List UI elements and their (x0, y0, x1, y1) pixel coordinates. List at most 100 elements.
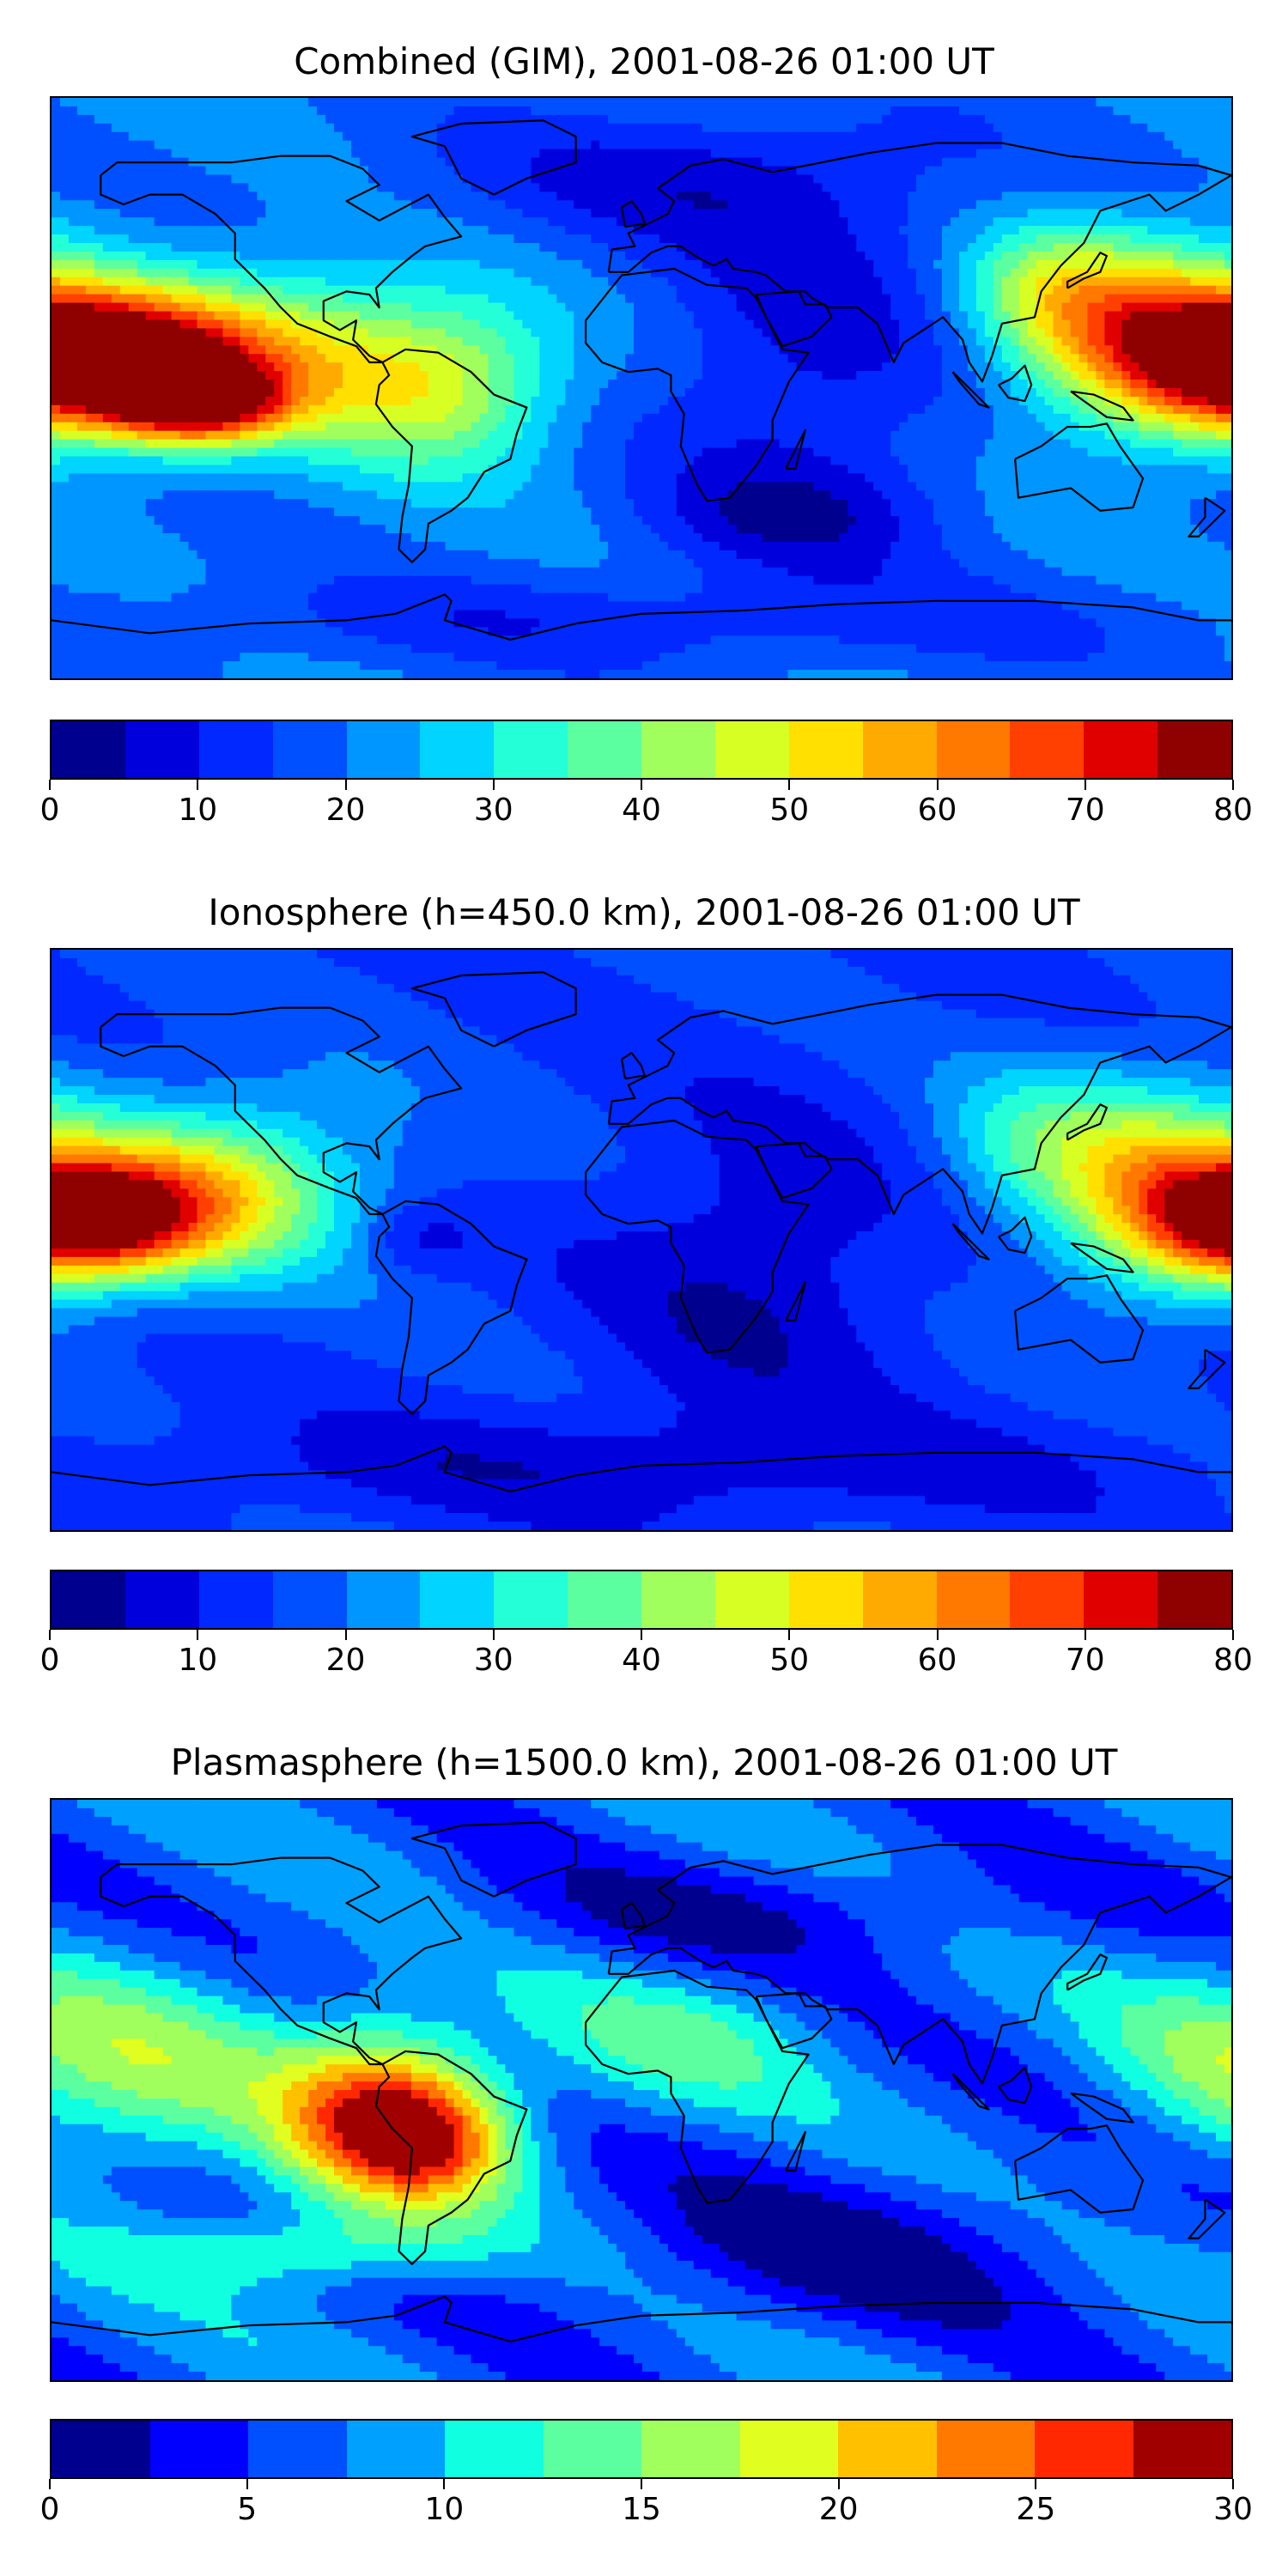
field-cell (308, 337, 318, 346)
field-cell (599, 354, 609, 363)
field-cell (188, 191, 198, 201)
field-cell (1061, 302, 1072, 313)
field-cell (59, 114, 70, 125)
field-cell (419, 345, 429, 355)
field-cell (719, 388, 729, 398)
field-cell (719, 371, 729, 380)
field-cell (274, 149, 283, 159)
field-cell (505, 380, 515, 389)
field-cell (1164, 268, 1174, 278)
field-cell (762, 354, 772, 363)
field-cell (111, 259, 121, 270)
field-cell (805, 98, 815, 107)
field-cell (119, 388, 130, 398)
field-cell (770, 226, 781, 235)
field-cell (68, 114, 78, 125)
field-cell (453, 311, 464, 321)
field-cell (162, 345, 173, 355)
field-cell (385, 183, 395, 192)
field-cell (1070, 268, 1080, 278)
field-cell (222, 183, 232, 192)
field-cell (479, 396, 489, 406)
field-cell (1147, 294, 1157, 304)
field-cell (984, 157, 994, 167)
field-cell (85, 183, 95, 192)
field-cell (385, 191, 395, 201)
field-cell (1087, 131, 1097, 142)
field-cell (52, 328, 61, 337)
field-cell (265, 362, 275, 372)
field-cell (162, 328, 173, 337)
field-cell (1199, 396, 1208, 406)
field-cell (59, 191, 70, 201)
field-cell (702, 114, 712, 125)
field-cell (52, 140, 61, 150)
field-cell (993, 98, 1003, 107)
field-cell (582, 311, 592, 321)
field-cell (539, 157, 549, 167)
field-cell (308, 209, 318, 218)
field-cell (873, 123, 883, 133)
field-cell (128, 217, 138, 227)
field-cell (1010, 345, 1020, 355)
field-cell (1121, 268, 1131, 278)
field-cell (410, 217, 421, 227)
field-cell (1010, 302, 1020, 313)
field-cell (727, 166, 738, 176)
field-cell (257, 311, 266, 321)
field-cell (479, 114, 489, 125)
field-cell (1044, 200, 1054, 210)
field-cell (111, 183, 121, 192)
field-cell (257, 404, 266, 415)
field-cell (119, 294, 130, 304)
field-cell (145, 302, 155, 313)
field-cell (222, 123, 232, 133)
field-cell (393, 362, 404, 372)
field-cell (85, 140, 95, 150)
field-cell (402, 183, 412, 192)
field-cell (1182, 200, 1191, 210)
field-cell (591, 209, 600, 218)
field-cell (1121, 131, 1131, 142)
field-cell (145, 200, 155, 210)
field-cell (291, 354, 301, 363)
field-cell (248, 106, 258, 116)
field-cell (1173, 106, 1182, 116)
field-cell (899, 354, 908, 363)
field-cell (1113, 371, 1122, 380)
field-cell (641, 268, 652, 278)
field-cell (719, 302, 729, 313)
field-cell (1070, 328, 1080, 337)
field-cell (102, 371, 112, 380)
field-cell (496, 380, 507, 389)
field-cell (805, 209, 815, 218)
field-cell (265, 140, 275, 150)
field-cell (556, 302, 566, 313)
field-cell (1036, 183, 1046, 192)
field-cell (1104, 217, 1114, 227)
field-cell (1164, 226, 1174, 235)
field-cell (1207, 396, 1217, 406)
field-cell (796, 114, 806, 125)
field-cell (214, 404, 224, 415)
field-cell (933, 311, 943, 321)
field-cell (1096, 362, 1106, 372)
field-cell (162, 251, 173, 261)
field-cell (1199, 354, 1208, 363)
field-cell (402, 140, 412, 150)
field-cell (1096, 166, 1106, 176)
field-cell (839, 396, 848, 406)
field-cell (119, 302, 130, 313)
field-cell (1216, 328, 1225, 337)
field-cell (248, 268, 258, 278)
field-cell (916, 217, 926, 227)
field-cell (52, 166, 61, 176)
field-cell (684, 209, 695, 218)
field-cell (591, 123, 600, 133)
field-cell (582, 319, 592, 330)
field-cell (1010, 106, 1020, 116)
field-cell (1061, 380, 1072, 389)
field-cell (119, 191, 130, 201)
field-cell (702, 371, 712, 380)
field-cell (94, 131, 104, 142)
